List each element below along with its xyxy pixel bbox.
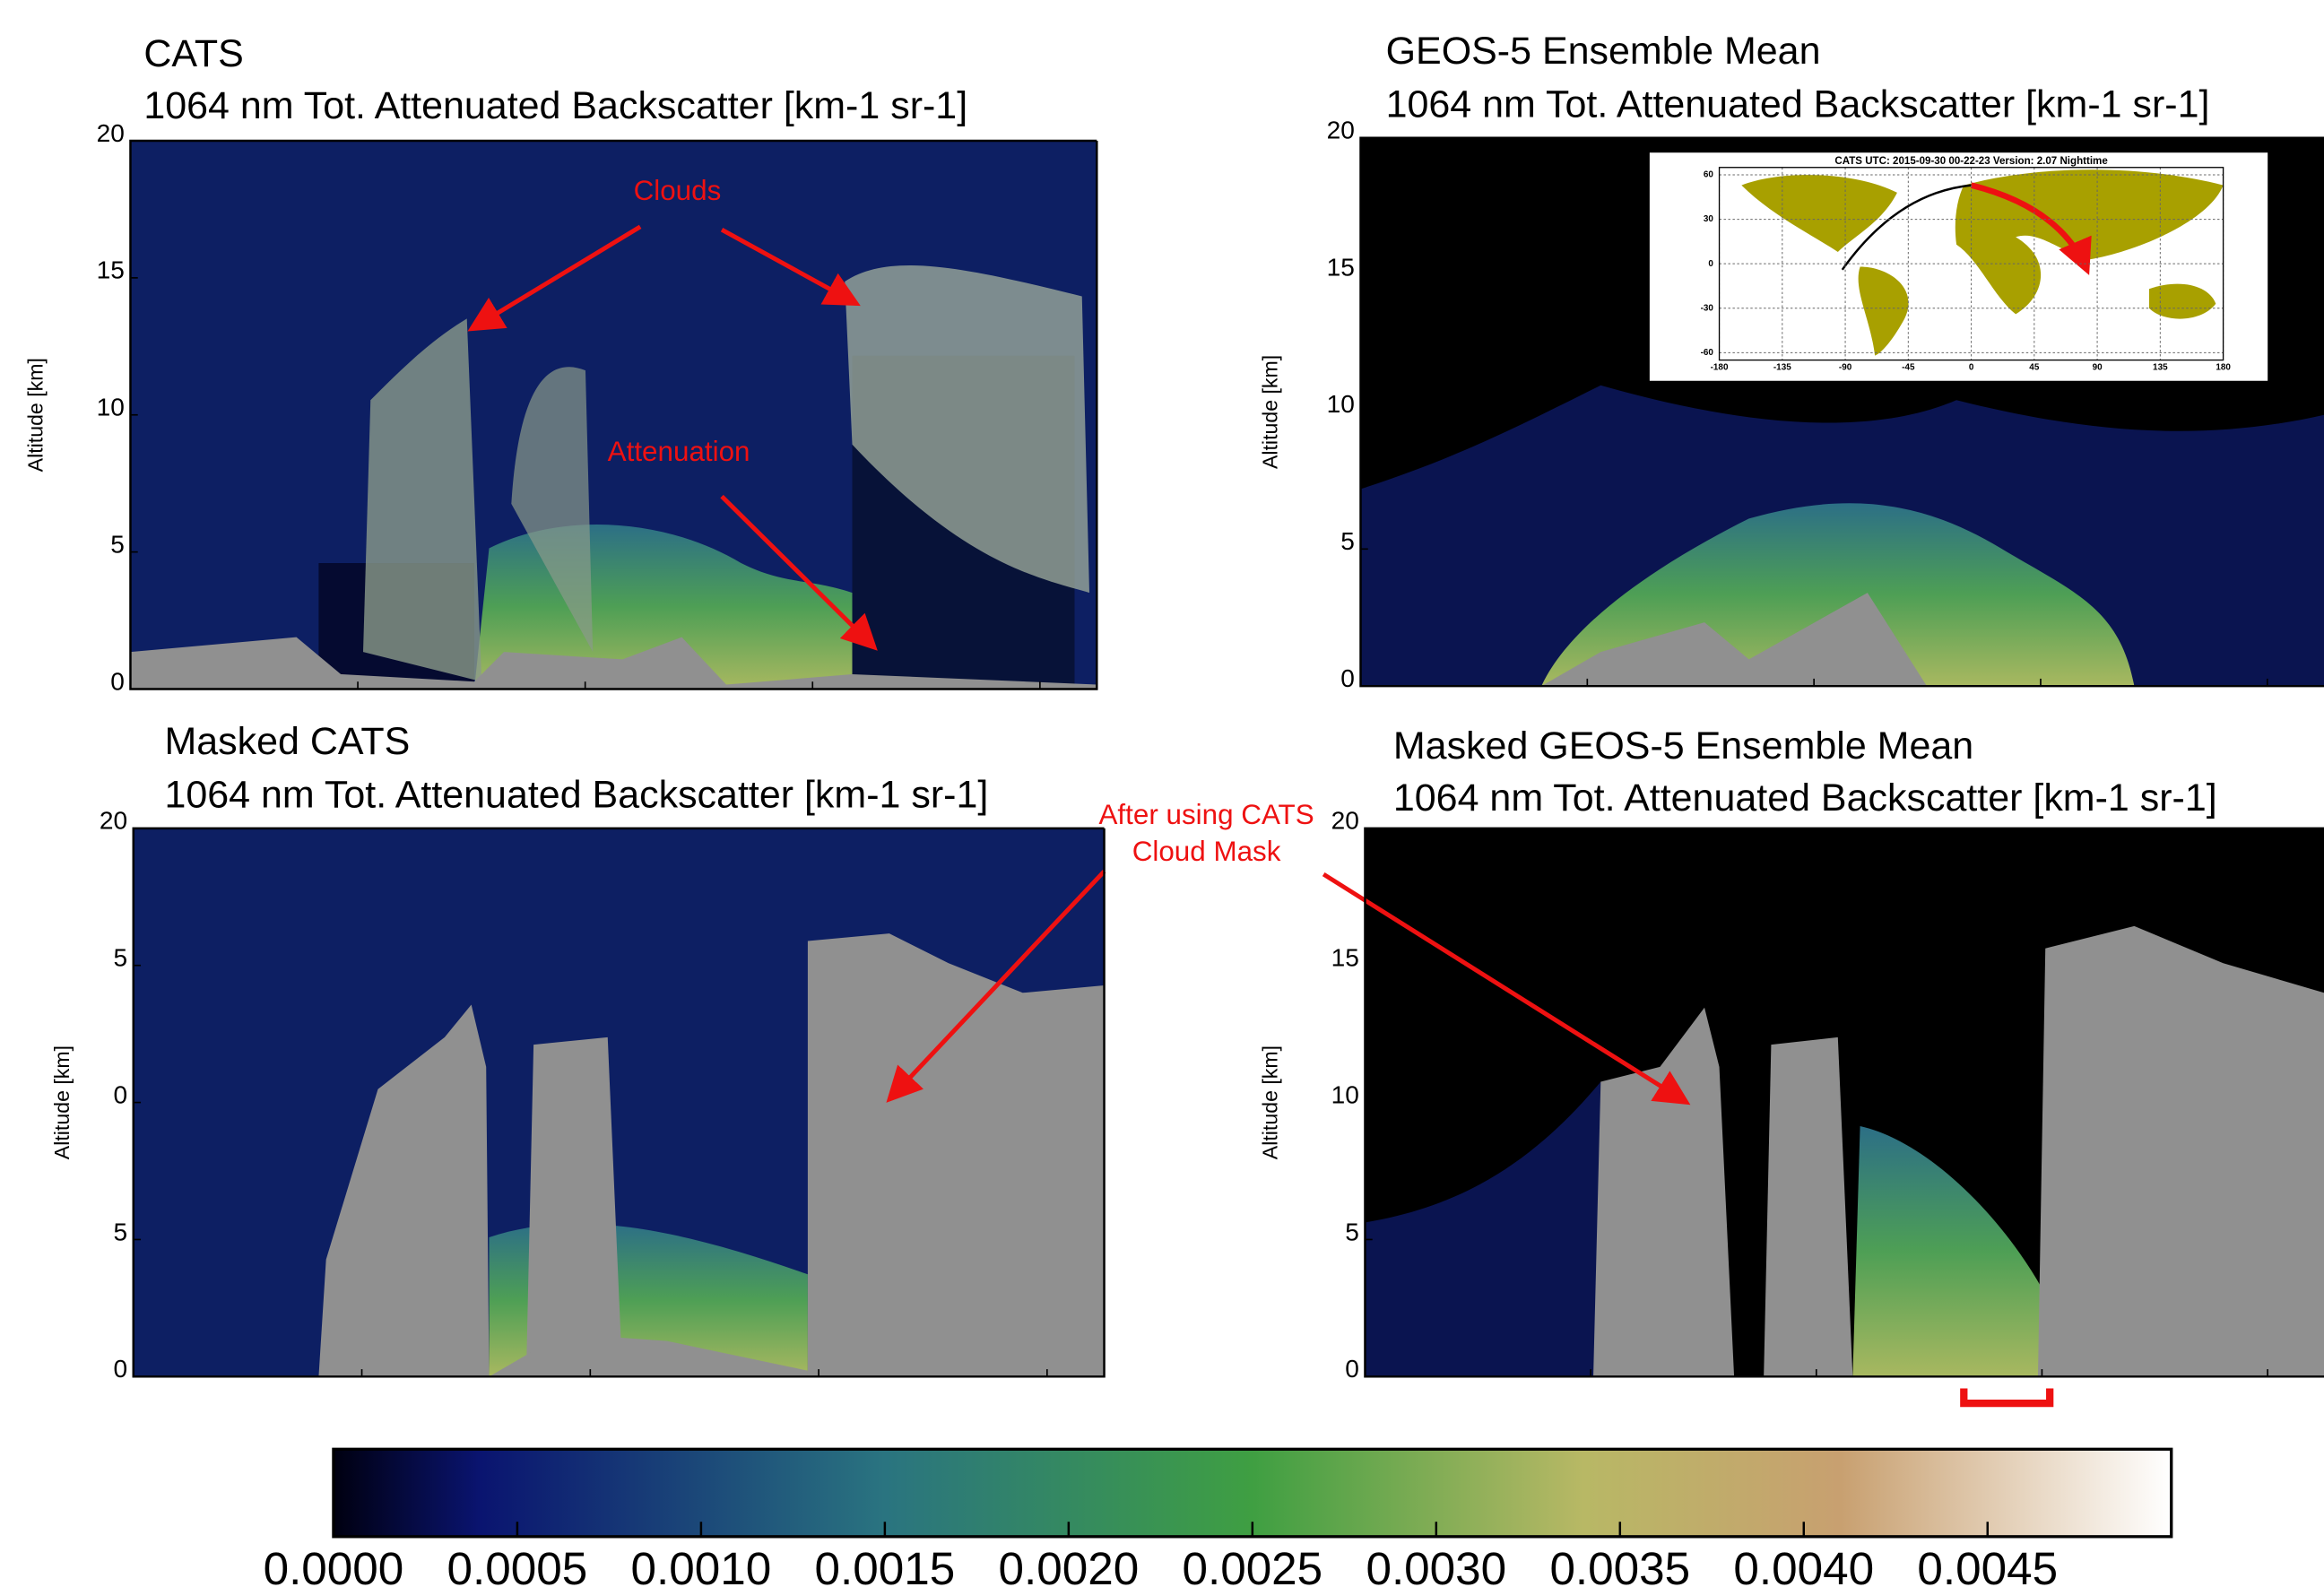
bracket: [1964, 1389, 2050, 1404]
y-tick-label: 15: [1331, 944, 1359, 972]
annotation: Attenuation: [608, 436, 750, 467]
y-tick-label: -30: [1701, 303, 1714, 313]
y-tick-label: 5: [110, 530, 125, 558]
colorbar-tick-label: 0.0035: [1549, 1543, 1690, 1587]
y-axis-label: Altitude [km]: [1258, 1045, 1281, 1159]
y-tick-label: 60: [1704, 170, 1714, 180]
chart-subtitle: 1064 nm Tot. Attenuated Backscatter [km-…: [143, 84, 967, 127]
y-tick-label: 0: [114, 1355, 128, 1383]
y-tick-label: 0: [1345, 1355, 1359, 1383]
y-tick-label: 30: [1704, 214, 1714, 224]
colorbar-tick-label: 0.0025: [1182, 1543, 1322, 1587]
y-tick-label: 20: [100, 807, 127, 835]
y-tick-label: 0: [1340, 664, 1355, 692]
chart-title: GEOS-5 Ensemble Mean: [1386, 30, 1821, 73]
y-tick-label: 15: [1327, 253, 1355, 281]
chart-title: CATS: [143, 32, 243, 75]
y-tick-label: 5: [114, 944, 128, 972]
chart-subtitle: 1064 nm Tot. Attenuated Backscatter [km-…: [1393, 776, 2217, 820]
y-tick-label: 5: [114, 1218, 128, 1245]
colorbar-tick-label: 0.0005: [447, 1543, 588, 1587]
y-tick-label: 5: [1345, 1218, 1359, 1245]
y-tick-label: 0: [110, 667, 125, 695]
y-tick-label: 20: [1331, 807, 1359, 835]
mask: [2038, 926, 2324, 1376]
chart-subtitle: 1064 nm Tot. Attenuated Backscatter [km-…: [164, 773, 988, 816]
colorbar-tick-label: 0.0010: [631, 1543, 772, 1587]
annotation: Cloud Mask: [1132, 836, 1281, 867]
y-tick-label: 15: [97, 256, 125, 284]
x-tick-label: -90: [1839, 362, 1852, 372]
colorbar-tick-label: 0.0000: [264, 1543, 404, 1587]
chart-subtitle: 1064 nm Tot. Attenuated Backscatter [km-…: [1386, 82, 2210, 126]
x-tick-label: -180: [1711, 362, 1729, 372]
page: {"chart_data": [ {"type": "curtain", "ti…: [0, 0, 2324, 1587]
y-tick-label: 10: [97, 394, 125, 421]
chart-title: Masked GEOS-5 Ensemble Mean: [1393, 724, 1973, 767]
mask: [808, 933, 1105, 1376]
y-tick-label: -60: [1701, 348, 1714, 358]
map-title: CATS UTC: 2015-09-30 00-22-23 Version: 2…: [1834, 156, 2108, 167]
mask: [1764, 1037, 1852, 1376]
y-tick-label: 10: [1327, 390, 1355, 418]
x-tick-label: -45: [1902, 362, 1915, 372]
x-tick-label: 45: [2029, 362, 2040, 372]
y-tick-label: 10: [1331, 1080, 1359, 1108]
x-tick-label: 90: [2093, 362, 2103, 372]
panel-imagery: [130, 138, 2324, 1403]
y-axis-label: Altitude [km]: [1258, 355, 1281, 469]
y-tick-label: 20: [1327, 117, 1355, 144]
y-tick-label: 0: [1708, 259, 1713, 269]
colorbar-tick-label: 0.0020: [999, 1543, 1140, 1587]
y-tick-label: 5: [1340, 527, 1355, 555]
y-axis-label: Altitude [km]: [23, 358, 47, 472]
y-tick-label: 20: [97, 119, 125, 147]
mask: [526, 1037, 622, 1376]
x-tick-label: 0: [1969, 362, 1974, 372]
annotation: After using CATS: [1098, 799, 1314, 830]
figure: 0 5 10 15 20 CATS 1064 nm Tot. Attenuated Back…: [0, 0, 2324, 1587]
x-tick-label: -135: [1773, 362, 1791, 372]
annotation: Clouds: [634, 175, 722, 206]
y-tick-label: 0: [114, 1080, 128, 1108]
colorbar-tick-label: 0.0045: [1917, 1543, 2058, 1587]
colorbar-tick-label: 0.0030: [1366, 1543, 1506, 1587]
colorbar-tick-label: 0.0040: [1733, 1543, 1874, 1587]
colorbar-tick-label: 0.0015: [815, 1543, 956, 1587]
x-tick-label: 180: [2216, 362, 2231, 372]
x-tick-label: 135: [2153, 362, 2168, 372]
y-axis-label: Altitude [km]: [50, 1045, 74, 1159]
chart-title: Masked CATS: [164, 720, 410, 763]
